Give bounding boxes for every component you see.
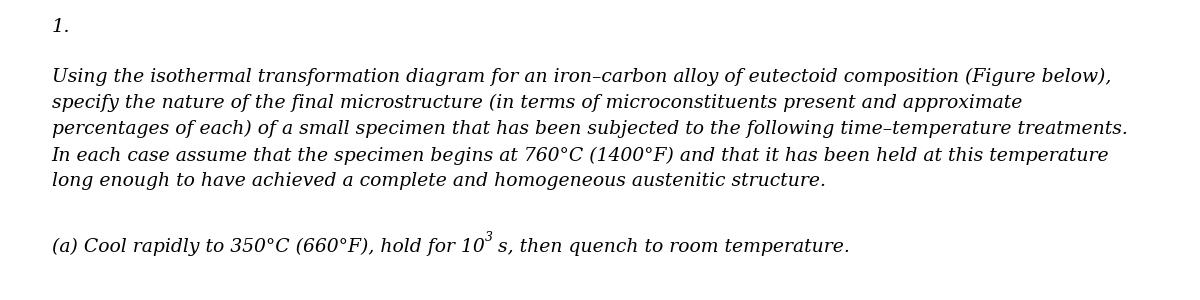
Text: s, then quench to room temperature.: s, then quench to room temperature. <box>492 238 851 256</box>
Text: 1.: 1. <box>52 18 71 36</box>
Text: 3: 3 <box>485 231 492 244</box>
Text: (a) Cool rapidly to 350°C (660°F), hold for 10: (a) Cool rapidly to 350°C (660°F), hold … <box>52 238 485 256</box>
Text: Using the isothermal transformation diagram for an iron–carbon alloy of eutectoi: Using the isothermal transformation diag… <box>52 68 1128 190</box>
